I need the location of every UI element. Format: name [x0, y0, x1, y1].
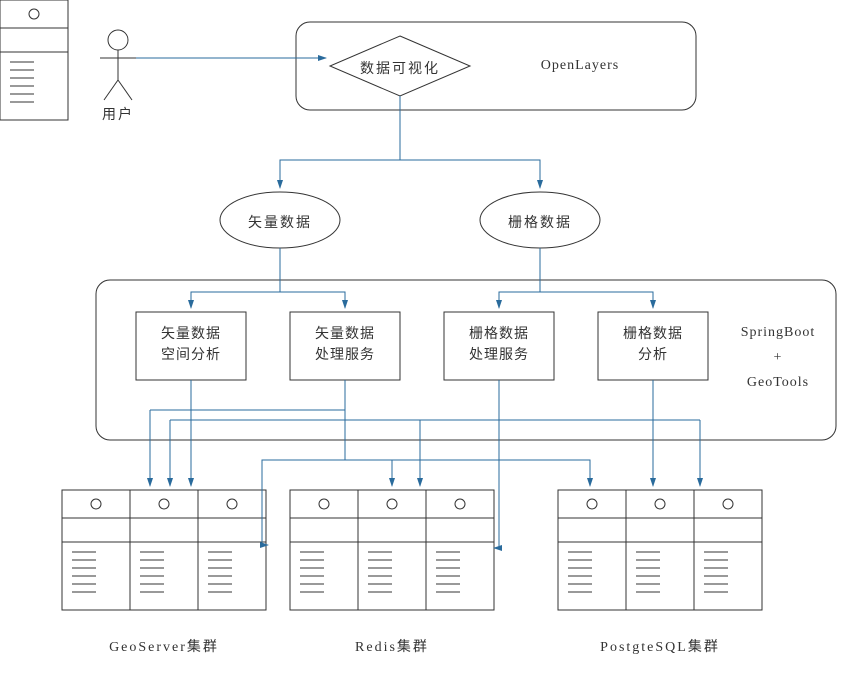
ellipse-raster-label: 栅格数据	[500, 212, 580, 232]
openlayers-label: OpenLayers	[500, 58, 660, 74]
edge-raster-fork	[499, 248, 653, 308]
edge-vector-fork	[191, 248, 345, 308]
diamond-label: 数据可视化	[346, 58, 454, 78]
cluster-redis	[290, 490, 494, 610]
box-ras-process-label: 栅格数据处理服务	[444, 324, 554, 366]
box-vec-spatial-label: 矢量数据空间分析	[136, 324, 246, 366]
box-ras-analysis-label: 栅格数据分析	[598, 324, 708, 366]
cluster-redis-label: Redis集群	[290, 636, 494, 656]
actor-label: 用户	[98, 104, 138, 124]
cluster-postgres	[558, 490, 762, 610]
mid-right-label: SpringBoot+GeoTools	[728, 320, 828, 396]
box-vec-process-label: 矢量数据处理服务	[290, 324, 400, 366]
ellipse-vector-label: 矢量数据	[240, 212, 320, 232]
cluster-geoserver-label: GeoServer集群	[62, 636, 266, 656]
cluster-postgres-label: PostgteSQL集群	[558, 636, 762, 656]
actor-user	[100, 30, 136, 100]
cluster-geoserver	[62, 490, 266, 610]
